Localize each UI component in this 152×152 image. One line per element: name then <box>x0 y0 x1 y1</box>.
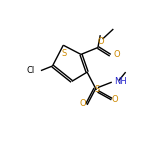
Text: O: O <box>80 99 87 108</box>
Text: O: O <box>113 50 120 59</box>
Text: S: S <box>95 85 100 94</box>
Text: Cl: Cl <box>27 66 35 75</box>
Text: O: O <box>112 95 118 104</box>
Text: O: O <box>98 38 104 47</box>
Text: S: S <box>61 49 67 58</box>
Text: NH: NH <box>114 77 127 86</box>
